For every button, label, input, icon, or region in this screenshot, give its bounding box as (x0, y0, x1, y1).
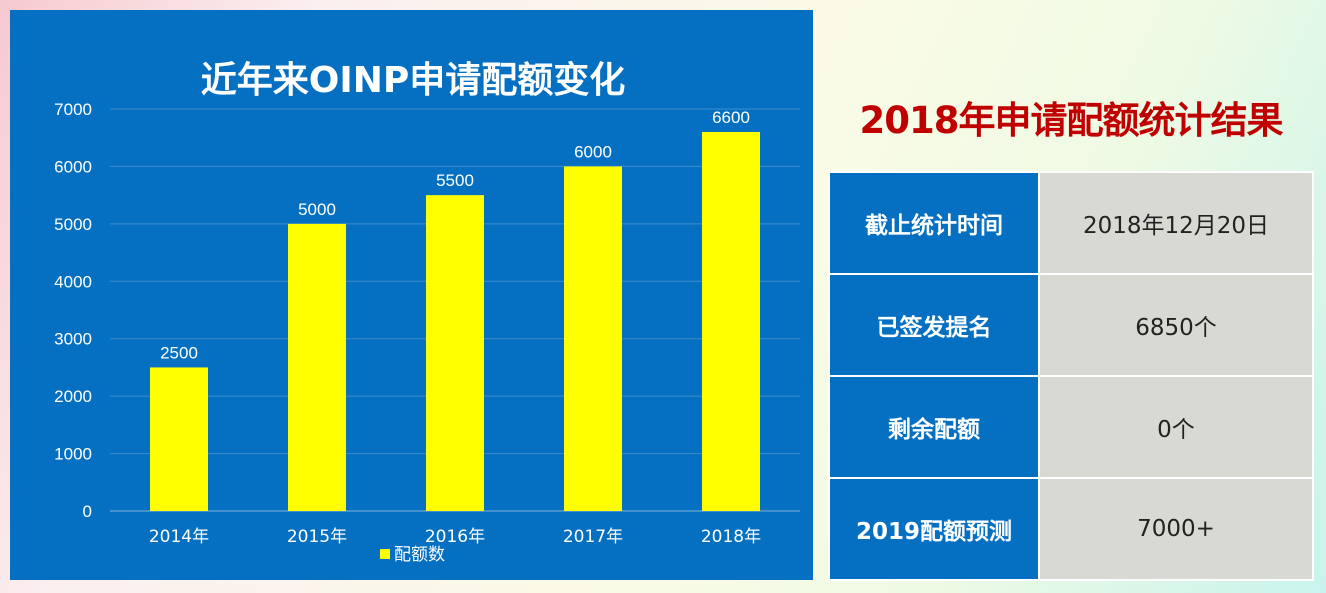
y-tick-label: 4000 (54, 272, 92, 291)
y-tick-label: 1000 (54, 445, 92, 464)
legend-swatch (380, 549, 390, 559)
stats-row-label: 截止统计时间 (828, 171, 1040, 275)
x-tick-label: 2017年 (563, 527, 623, 547)
x-tick-label: 2014年 (149, 527, 209, 547)
bar (426, 195, 484, 511)
x-tick-label: 2018年 (701, 527, 761, 547)
bar (564, 166, 622, 511)
chart-axes: 0 1000 2000 3000 4000 5000 6000 7000 2014年 2015年 2… (54, 100, 761, 547)
data-label: 6000 (574, 142, 612, 161)
data-label: 5000 (298, 200, 336, 219)
chart-legend: 配额数 (380, 545, 445, 565)
stats-row: 已签发提名 6850个 (828, 273, 1314, 377)
bar (702, 131, 760, 511)
chart-panel: 近年来OINP申请配额变化 0 1000 2000 3000 4000 5000 6000 7… (10, 10, 813, 580)
stats-row: 剩余配额 0个 (828, 375, 1314, 479)
stats-row-value: 6850个 (1038, 273, 1314, 377)
y-tick-label: 0 (83, 502, 92, 521)
chart-bars: 2500 5000 5500 6000 6600 (150, 108, 760, 511)
stats-row: 2019配额预测 7000+ (828, 477, 1314, 581)
data-label: 2500 (160, 343, 198, 362)
data-label: 6600 (712, 108, 750, 127)
stats-row-label: 2019配额预测 (828, 477, 1040, 581)
y-tick-label: 2000 (54, 387, 92, 406)
stats-table: 截止统计时间 2018年12月20日 已签发提名 6850个 剩余配额 0个 2019配额预… (828, 171, 1314, 581)
bar (150, 367, 208, 511)
stats-row-label: 已签发提名 (828, 273, 1040, 377)
data-label: 5500 (436, 171, 474, 190)
legend-label: 配额数 (394, 545, 445, 565)
stats-row-label: 剩余配额 (828, 375, 1040, 479)
y-tick-label: 3000 (54, 330, 92, 349)
y-tick-label: 5000 (54, 215, 92, 234)
x-tick-label: 2015年 (287, 527, 347, 547)
stats-row-value: 0个 (1038, 375, 1314, 479)
stats-title: 2018年申请配额统计结果 (859, 99, 1284, 142)
bar (288, 223, 346, 511)
bar-chart: 近年来OINP申请配额变化 0 1000 2000 3000 4000 5000 6000 7… (54, 59, 800, 565)
stats-row: 截止统计时间 2018年12月20日 (828, 171, 1314, 275)
y-tick-label: 6000 (54, 157, 92, 176)
chart-title: 近年来OINP申请配额变化 (201, 59, 626, 101)
y-tick-label: 7000 (54, 100, 92, 119)
x-tick-label: 2016年 (425, 527, 485, 547)
stats-row-value: 7000+ (1038, 477, 1314, 581)
stats-row-value: 2018年12月20日 (1038, 171, 1314, 275)
